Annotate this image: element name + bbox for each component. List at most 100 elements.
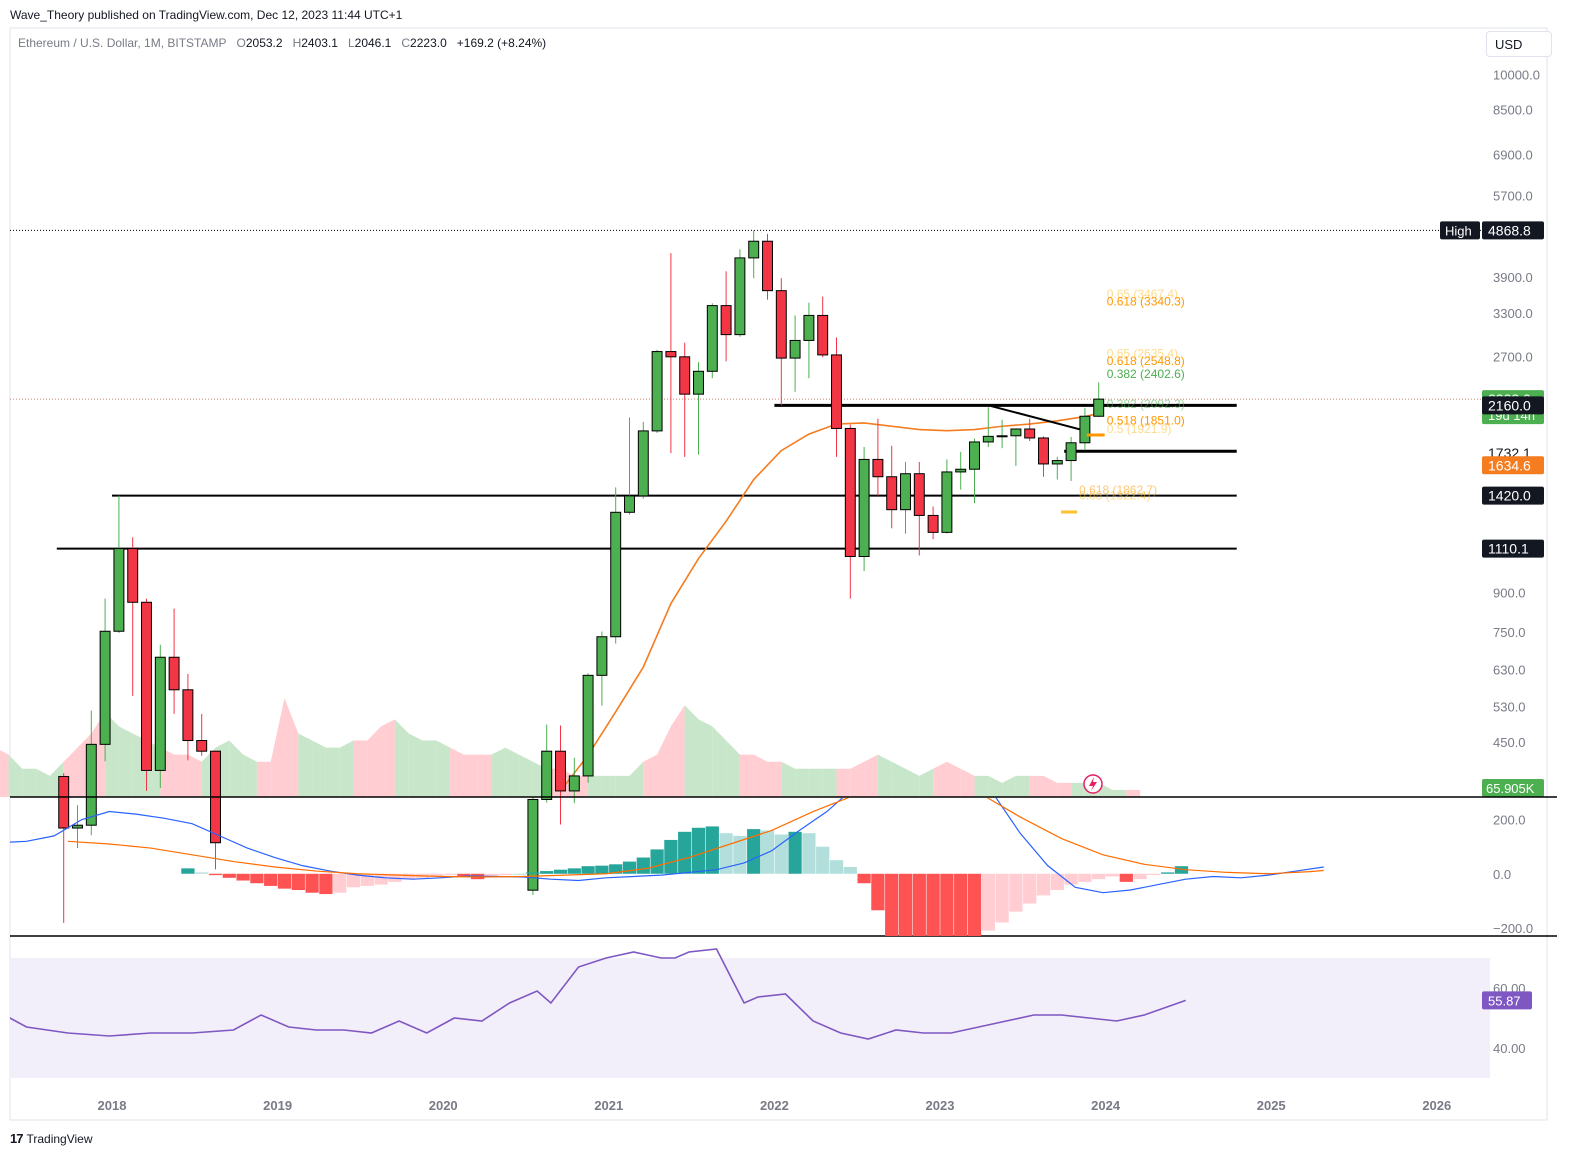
time-axis-tick: 2026	[1422, 1098, 1451, 1113]
candle-body	[706, 305, 718, 372]
macd-histogram-bar	[540, 871, 554, 874]
candle	[58, 773, 70, 923]
candle	[996, 419, 1008, 449]
candle	[1079, 407, 1091, 450]
candle	[555, 725, 566, 825]
macd-histogram-bar	[498, 873, 512, 876]
candle-body	[555, 750, 566, 792]
volume-segment	[864, 754, 878, 797]
candle-body	[679, 356, 691, 395]
candle-body	[127, 548, 139, 603]
volume-segment	[946, 761, 961, 797]
candle	[1038, 436, 1049, 477]
macd-histogram-bar	[967, 873, 982, 936]
open-value: 2053.2	[245, 36, 283, 50]
macd-histogram-bar	[912, 873, 926, 936]
macd-histogram-bar	[926, 873, 940, 936]
volume-segment	[1071, 782, 1085, 797]
candles	[58, 230, 1105, 923]
volume-segment	[256, 761, 271, 797]
volume-segment	[491, 747, 506, 797]
macd-histogram-bar	[691, 827, 706, 874]
macd-histogram-bar	[1105, 873, 1120, 877]
volume-segment	[698, 719, 713, 797]
candle	[734, 249, 746, 337]
candle	[196, 713, 208, 756]
price-axis-tick: 8500.0	[1493, 102, 1533, 117]
symbol-legend[interactable]: Ethereum / U.S. Dollar, 1M, BITSTAMP O20…	[18, 36, 546, 50]
candle	[624, 417, 635, 515]
fib-label: 0.518 (1851.0)	[1107, 413, 1185, 427]
macd-histogram-bar	[1050, 873, 1064, 890]
candle	[969, 438, 980, 504]
candle	[831, 337, 842, 457]
close-label: C	[401, 36, 411, 50]
macd-histogram-bar	[857, 873, 871, 884]
volume-segment	[726, 740, 740, 797]
macd-histogram-bar	[402, 873, 416, 880]
candle	[693, 362, 704, 455]
volume-segment	[712, 726, 727, 797]
macd-histogram-bar	[250, 873, 264, 884]
volume-segment	[629, 761, 644, 797]
volume-segment	[422, 740, 437, 797]
candle-body	[99, 630, 111, 745]
volume-segment	[174, 754, 188, 797]
candle-body	[596, 636, 608, 676]
candle-body	[844, 427, 856, 558]
fib-label: 0.618 (2548.8)	[1107, 354, 1185, 368]
rsi-line	[10, 948, 1186, 1040]
macd-histogram-bar	[609, 864, 623, 874]
time-axis-tick: 2020	[429, 1098, 458, 1113]
volume-segment	[298, 733, 313, 797]
time-axis-tick: 2018	[98, 1098, 127, 1113]
fib-label: 0.382 (2402.6)	[1107, 367, 1185, 381]
chart-frame	[9, 27, 1548, 1121]
volume-segment	[408, 733, 423, 797]
candle-body	[1065, 442, 1077, 462]
candle-body	[1038, 437, 1049, 465]
macd-histogram-bar	[788, 831, 802, 874]
candle	[706, 303, 718, 379]
volume-segment	[312, 740, 326, 797]
tradingview-brand: TradingView	[26, 1131, 93, 1146]
macd-histogram-bar	[995, 873, 1009, 923]
volume-segment	[657, 726, 671, 797]
candle	[113, 495, 125, 633]
macd-axis-tick: 0.0	[1493, 867, 1511, 882]
volume-segment	[1002, 775, 1016, 797]
macd-histogram-bar	[636, 857, 650, 874]
candle	[596, 631, 608, 706]
price-label: 4868.8	[1488, 222, 1531, 238]
macd-histogram-bar	[802, 833, 816, 874]
candle-body	[1079, 415, 1091, 444]
volume-segment	[588, 775, 602, 797]
fib-label: 0.382 (2092.3)	[1107, 397, 1185, 411]
candle-body	[872, 458, 884, 478]
volume-segment	[505, 747, 520, 797]
fib-label: 0.65 (1322.4)	[1079, 489, 1150, 503]
macd-histogram-bar	[208, 873, 223, 876]
volume-segment	[1057, 782, 1072, 797]
volume-segment	[284, 698, 299, 797]
currency-selector[interactable]: USD	[1486, 31, 1552, 57]
trendline	[988, 404, 1086, 432]
volume-segment	[601, 775, 616, 797]
macd-histogram-bar	[277, 873, 292, 889]
fib-label: 0.65 (2635.4)	[1107, 347, 1178, 361]
price-label: 1110.1	[1488, 541, 1529, 557]
candle	[775, 278, 787, 406]
tradingview-footer[interactable]: 17 TradingView	[10, 1131, 93, 1146]
macd-histogram-bar	[457, 873, 471, 877]
publisher-caption: Wave_Theory published on TradingView.com…	[10, 8, 403, 22]
macd-histogram-bar	[346, 873, 361, 888]
macd-axis-tick: −200.0	[1493, 921, 1533, 936]
volume-segment	[1029, 775, 1044, 797]
macd-histogram-bar	[1161, 872, 1175, 874]
macd-histogram-bar	[526, 872, 540, 874]
candle	[679, 342, 691, 457]
candle	[85, 710, 97, 836]
macd-histogram-bar	[429, 873, 443, 877]
fib-label: 0.65 (3467.4)	[1107, 287, 1178, 301]
